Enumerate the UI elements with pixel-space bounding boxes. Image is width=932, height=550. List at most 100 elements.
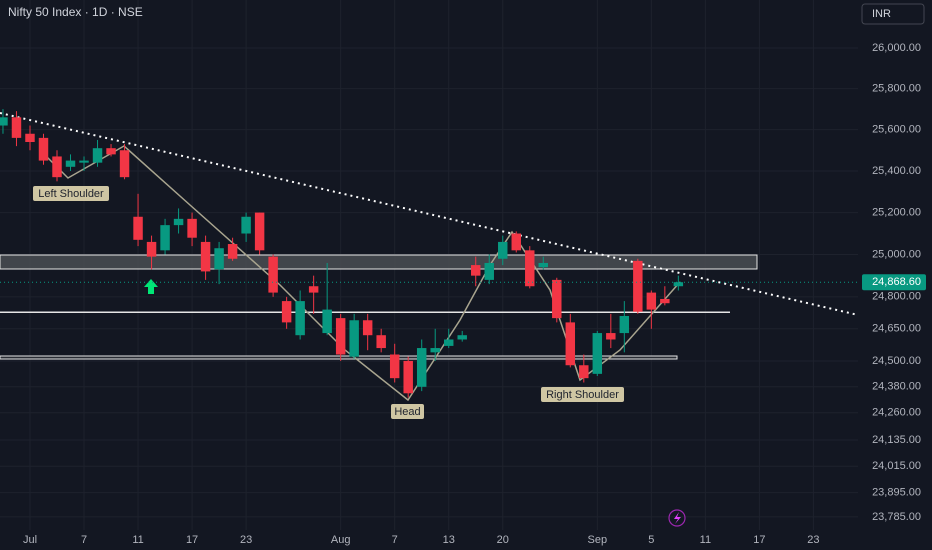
candle-body bbox=[0, 117, 8, 126]
y-tick-label: 24,500.00 bbox=[872, 355, 921, 367]
annotation: Head bbox=[394, 406, 420, 418]
annotation: Left Shoulder bbox=[38, 188, 104, 200]
candle-body bbox=[65, 160, 76, 167]
chart-title: Nifty 50 Index · 1D · NSE bbox=[8, 5, 143, 19]
y-tick-label: 25,800.00 bbox=[872, 83, 921, 95]
candle-body bbox=[79, 160, 89, 163]
annotation-box bbox=[541, 387, 624, 402]
x-tick-label: 11 bbox=[132, 534, 143, 546]
candle-body bbox=[119, 150, 130, 178]
candle-body bbox=[389, 354, 400, 379]
candle-body bbox=[106, 148, 116, 155]
x-tick-label: Aug bbox=[331, 534, 351, 546]
x-tick-label: 7 bbox=[392, 534, 398, 546]
x-tick-label: 17 bbox=[186, 534, 198, 546]
candle-body bbox=[322, 309, 332, 334]
x-tick-label: 11 bbox=[700, 534, 711, 546]
neckline-zone bbox=[0, 311, 730, 313]
currency-button[interactable] bbox=[861, 3, 925, 25]
support-zone bbox=[0, 355, 678, 360]
candle-body bbox=[416, 348, 427, 387]
currency-label[interactable]: INR bbox=[872, 8, 891, 20]
candle-body bbox=[403, 360, 413, 394]
candle-body bbox=[200, 241, 211, 272]
candle-body bbox=[579, 365, 589, 379]
candle-body bbox=[592, 333, 603, 374]
annotation-box bbox=[33, 186, 109, 201]
candle-body bbox=[214, 248, 224, 270]
candle-body bbox=[525, 250, 535, 287]
x-tick-label: 7 bbox=[81, 534, 87, 546]
candle-body bbox=[146, 241, 157, 257]
candle-body bbox=[552, 279, 562, 319]
candle-body bbox=[349, 320, 359, 357]
up-arrow bbox=[144, 279, 158, 294]
y-tick-label: 24,135.00 bbox=[872, 434, 921, 446]
x-tick-label: 23 bbox=[807, 534, 819, 546]
candle-body bbox=[646, 292, 657, 310]
annotation: Right Shoulder bbox=[546, 389, 619, 401]
candle-body bbox=[308, 286, 319, 293]
candle-body bbox=[673, 282, 684, 287]
candle-body bbox=[376, 335, 386, 349]
candle-body bbox=[538, 262, 549, 268]
candle-body bbox=[484, 262, 494, 280]
x-tick-label: 20 bbox=[497, 534, 509, 546]
candle-body bbox=[25, 133, 35, 142]
y-tick-label: 25,000.00 bbox=[872, 248, 921, 260]
axes: 26,000.00 25,800.00 25,600.00 25,400.00 25,2… bbox=[0, 42, 926, 546]
candle-body bbox=[133, 216, 143, 240]
candle-body bbox=[633, 260, 643, 312]
candle-body bbox=[430, 348, 440, 353]
y-tick-label: 24,380.00 bbox=[872, 381, 921, 393]
candle-body bbox=[335, 318, 346, 355]
resistance-zone bbox=[0, 254, 758, 270]
x-tick-label: 23 bbox=[240, 534, 252, 546]
candle-body bbox=[619, 315, 630, 334]
y-tick-label: 25,200.00 bbox=[872, 206, 921, 218]
candle-body bbox=[565, 322, 576, 366]
candle-body bbox=[187, 218, 197, 238]
y-tick-label: 25,400.00 bbox=[872, 165, 921, 177]
y-tick-label: 23,895.00 bbox=[872, 487, 921, 499]
candle-body bbox=[173, 218, 184, 226]
candle-body bbox=[254, 212, 265, 251]
x-tick-label: 13 bbox=[443, 534, 455, 546]
y-tick-label: 24,260.00 bbox=[872, 407, 921, 419]
candle-body bbox=[606, 333, 616, 340]
candle-body bbox=[52, 156, 62, 178]
annotation-box bbox=[391, 404, 424, 419]
last-price-box bbox=[862, 274, 926, 291]
candle-body bbox=[457, 335, 467, 340]
candle-body bbox=[362, 320, 373, 336]
candle-body bbox=[268, 256, 278, 293]
x-tick-label: 5 bbox=[648, 534, 654, 546]
candle-body bbox=[92, 148, 103, 163]
candle-body bbox=[38, 137, 49, 161]
candle-body bbox=[241, 216, 251, 234]
candle-body bbox=[281, 301, 292, 323]
x-tick-label: Sep bbox=[588, 534, 608, 546]
event-icon[interactable] bbox=[668, 509, 686, 527]
x-tick-label: 17 bbox=[753, 534, 765, 546]
candle-body bbox=[498, 241, 508, 259]
candle-body bbox=[11, 117, 22, 138]
candle-body bbox=[471, 265, 481, 276]
y-tick-label: 23,785.00 bbox=[872, 511, 921, 523]
candle-body bbox=[660, 298, 670, 304]
y-tick-label: 24,650.00 bbox=[872, 323, 921, 335]
candle-body bbox=[443, 339, 454, 346]
event-icon-bolt bbox=[674, 512, 681, 524]
x-tick-label: Jul bbox=[23, 534, 37, 546]
y-tick-label: 24,015.00 bbox=[872, 460, 921, 472]
candle-body bbox=[160, 225, 170, 251]
candle-body bbox=[295, 301, 305, 336]
y-tick-label: 25,600.00 bbox=[872, 124, 921, 136]
candles bbox=[0, 109, 684, 398]
candle-body bbox=[511, 233, 521, 251]
y-tick-label: 26,000.00 bbox=[872, 42, 921, 54]
candle-body bbox=[227, 244, 238, 259]
